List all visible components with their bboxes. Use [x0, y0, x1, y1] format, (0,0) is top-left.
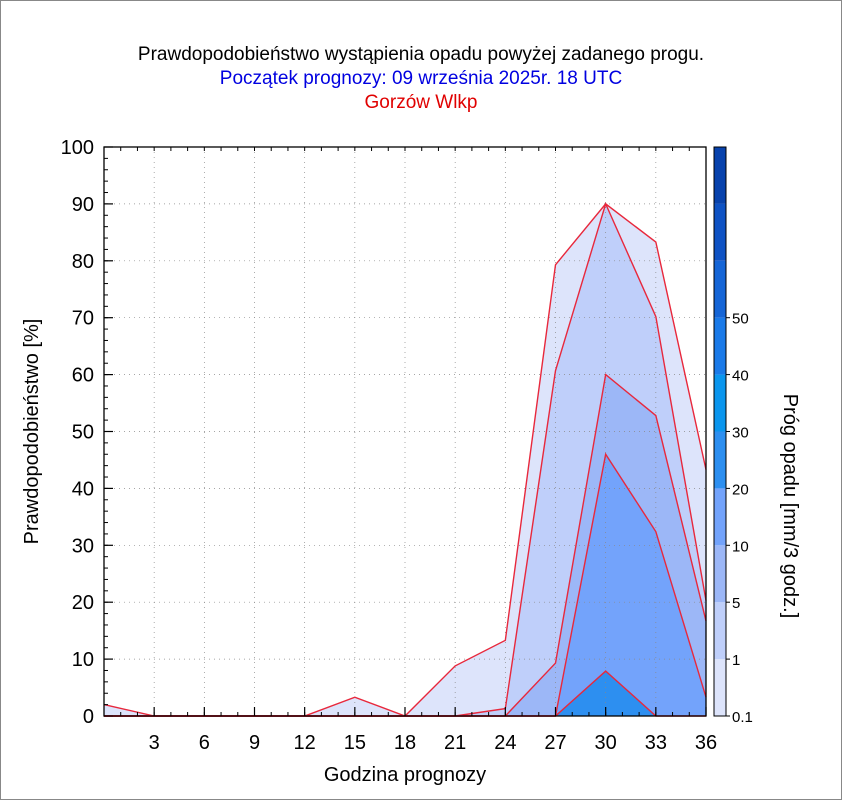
y-tick-label: 80	[72, 251, 94, 273]
y-tick-label: 30	[72, 535, 94, 557]
area-band-10	[104, 454, 706, 716]
x-tick-label: 36	[695, 732, 717, 754]
x-tick-label: 6	[199, 732, 210, 754]
colorbar-swatch	[714, 317, 726, 375]
location-name: Gorzów Wlkp	[364, 92, 478, 113]
y-tick-label: 90	[72, 194, 94, 216]
y-tick-label: 40	[72, 478, 94, 500]
colorbar-tick-label: 40	[732, 368, 749, 385]
colorbar-tick-label: 1	[732, 652, 740, 669]
colorbar-swatch	[714, 545, 726, 603]
chart-title: Prawdopodobieństwo wystąpienia opadu pow…	[137, 44, 705, 65]
colorbar-tick-label: 10	[732, 538, 749, 555]
colorbar-tick-label: 20	[732, 481, 749, 498]
colorbar-title: Próg opadu [mm/3 godz.]	[779, 394, 801, 619]
x-tick-label: 24	[494, 732, 516, 754]
area-band-20	[104, 671, 706, 716]
y-tick-label: 10	[72, 649, 94, 671]
colorbar-tick-label: 30	[732, 425, 749, 442]
colorbar-swatch	[714, 602, 726, 660]
colorbar-swatch	[714, 203, 726, 261]
y-tick-label: 60	[72, 365, 94, 387]
x-tick-label: 21	[444, 732, 466, 754]
x-tick-label: 15	[344, 732, 366, 754]
y-tick-label: 50	[72, 422, 94, 444]
x-tick-label: 27	[544, 732, 566, 754]
y-axis-title: Prawdopodobieństwo [%]	[21, 319, 43, 545]
y-tick-label: 100	[61, 137, 94, 159]
x-tick-label: 3	[149, 732, 160, 754]
x-axis-title: Godzina prognozy	[324, 764, 486, 786]
y-tick-label: 20	[72, 592, 94, 614]
colorbar-tick-label: 50	[732, 311, 749, 328]
x-tick-label: 33	[645, 732, 667, 754]
colorbar-tick-label: 0.1	[732, 709, 753, 726]
x-tick-label: 18	[394, 732, 416, 754]
colorbar-swatch	[714, 488, 726, 546]
colorbar-swatch	[714, 659, 726, 716]
colorbar-swatch	[714, 374, 726, 432]
colorbar-tick-label: 5	[732, 595, 740, 612]
colorbar-swatch	[714, 260, 726, 318]
x-tick-label: 30	[595, 732, 617, 754]
colorbar-swatch	[714, 147, 726, 204]
y-tick-label: 0	[83, 706, 94, 728]
colorbar-swatch	[714, 431, 726, 489]
y-tick-label: 70	[72, 308, 94, 330]
forecast-start: Początek prognozy: 09 września 2025r. 18…	[219, 68, 623, 89]
x-tick-label: 9	[249, 732, 260, 754]
x-tick-label: 12	[294, 732, 316, 754]
